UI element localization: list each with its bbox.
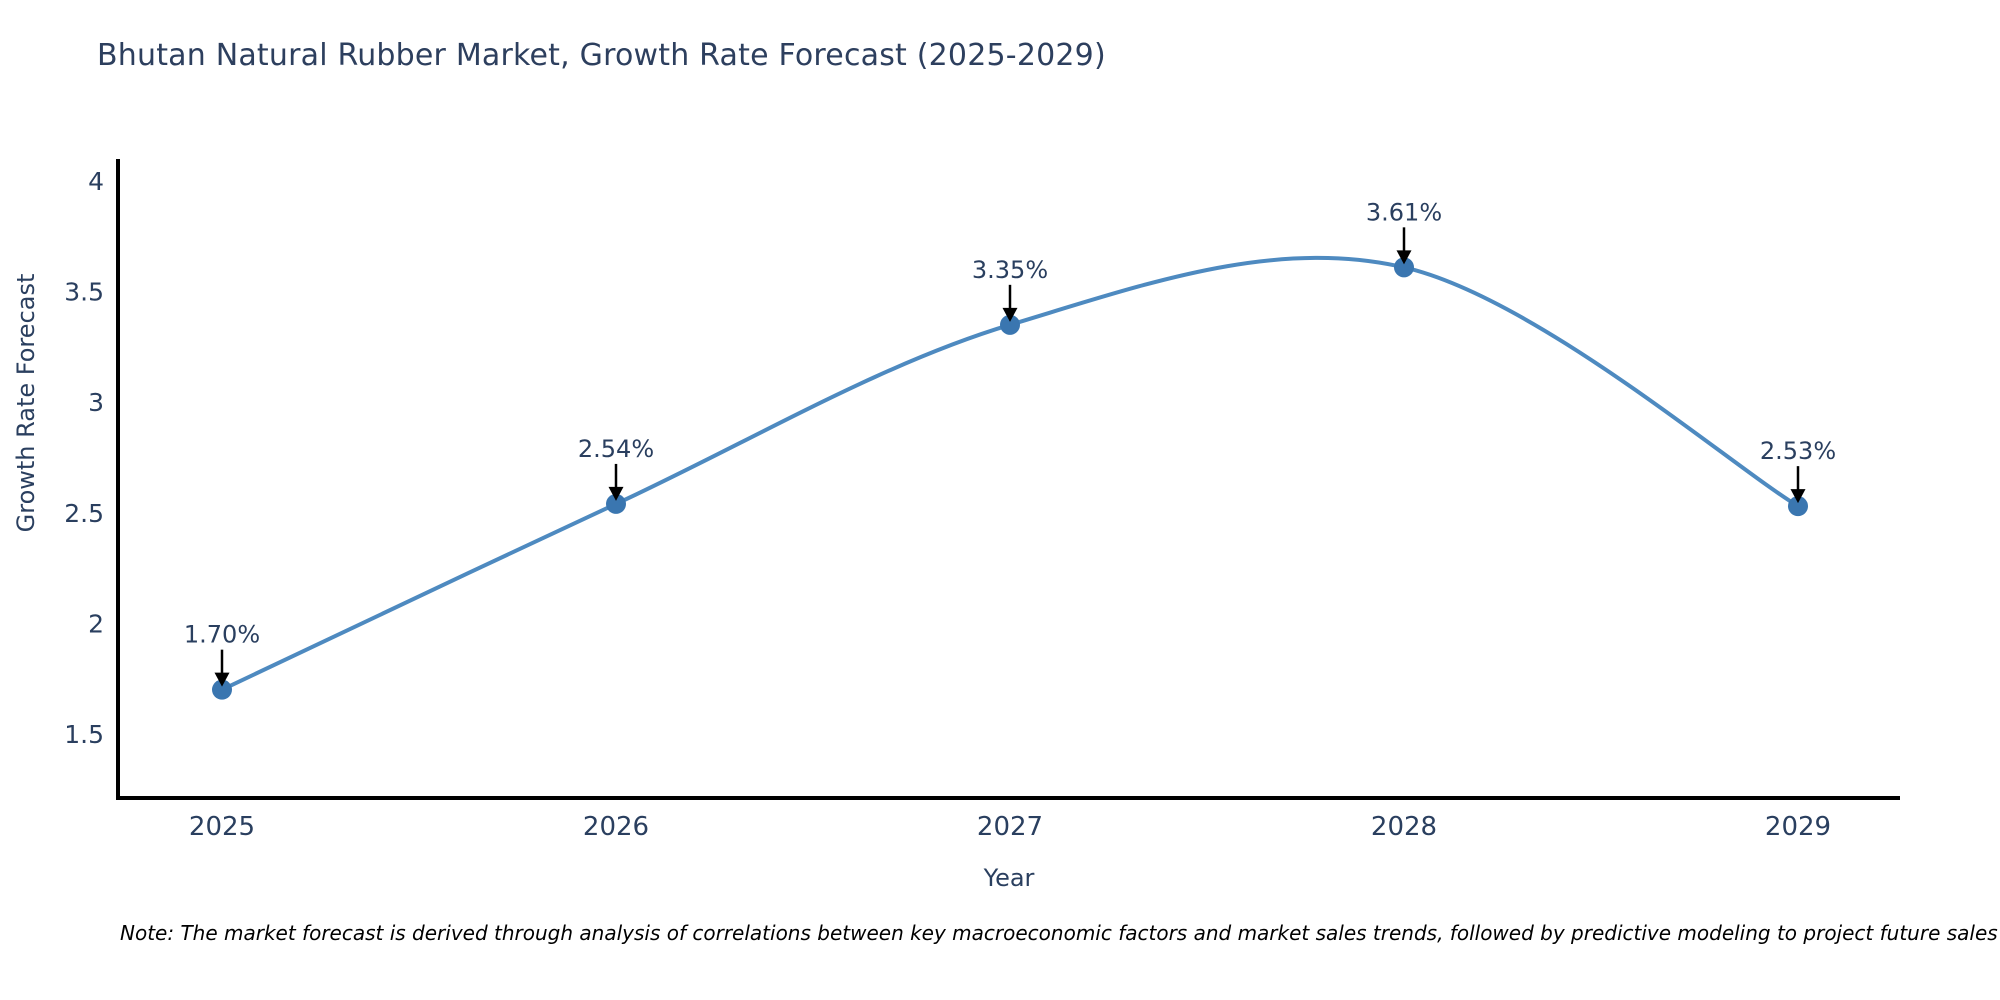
y-tick-label-4: 4: [88, 167, 104, 196]
annotation-arrowhead-2029: [1790, 489, 1806, 504]
x-tick-label-2029: 2029: [1765, 812, 1831, 842]
y-tick-label-1.5: 1.5: [64, 720, 104, 749]
annotation-arrowhead-2025: [214, 672, 230, 687]
x-tick-label-2026: 2026: [583, 812, 649, 842]
x-axis-title: Year: [983, 864, 1035, 892]
annotation-label-2025: 1.70%: [184, 621, 260, 649]
y-axis-title: Growth Rate Forecast: [12, 274, 40, 533]
line-chart: 1.5 2 2.5 3 3.5 4 2025 2026 2027 2028 2029 Growth R…: [12, 159, 1900, 892]
x-tick-label-2028: 2028: [1371, 812, 1437, 842]
x-tick-label-2027: 2027: [977, 812, 1043, 842]
footnote-text: Note: The market forecast is derived thr…: [120, 921, 1998, 945]
x-tick-label-2025: 2025: [189, 812, 255, 842]
annotation-arrowhead-2027: [1002, 307, 1018, 322]
y-tick-label-3: 3: [88, 388, 104, 417]
data-point-2026: [606, 493, 626, 514]
data-point-2027: [1000, 314, 1020, 335]
annotation-label-2027: 3.35%: [972, 256, 1048, 284]
y-tick-label-2.5: 2.5: [64, 499, 104, 528]
data-point-2025: [212, 679, 232, 700]
annotation-label-2028: 3.61%: [1366, 198, 1442, 226]
y-tick-label-2: 2: [88, 609, 104, 638]
annotation-label-2029: 2.53%: [1760, 437, 1836, 465]
data-point-2028: [1394, 257, 1414, 278]
chart-title: Bhutan Natural Rubber Market, Growth Rat…: [97, 38, 1106, 73]
data-point-2029: [1788, 496, 1808, 517]
annotation-arrowhead-2026: [608, 486, 624, 501]
y-tick-label-3.5: 3.5: [64, 278, 104, 307]
annotation-arrowhead-2028: [1396, 250, 1412, 265]
annotation-label-2026: 2.54%: [578, 435, 654, 463]
